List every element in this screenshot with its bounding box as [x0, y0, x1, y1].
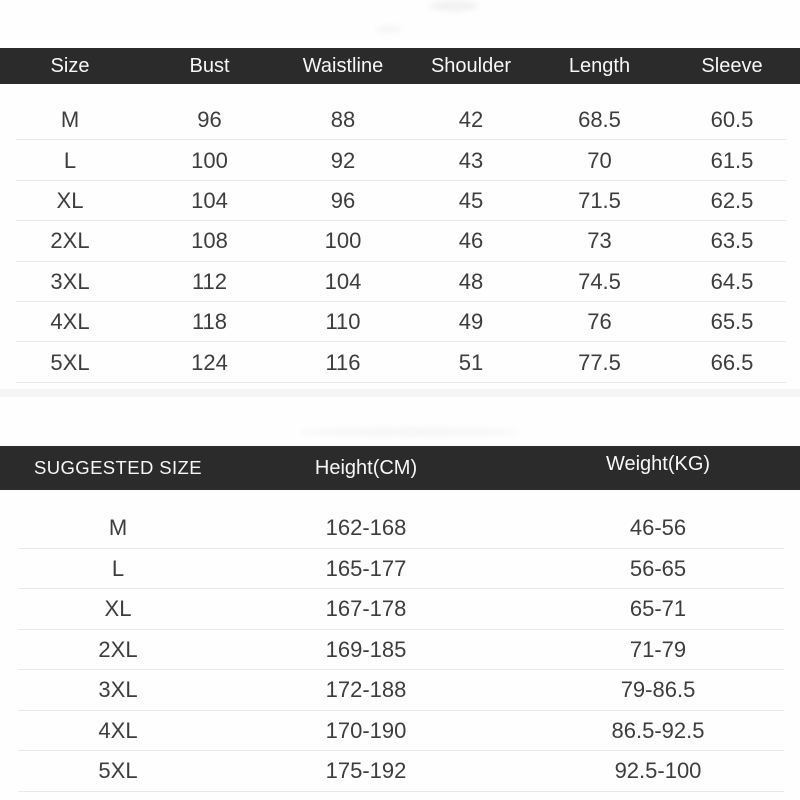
- cell-waistline: 96: [330, 187, 356, 213]
- cell-height: 165-177: [325, 555, 407, 581]
- cell-waistline: 92: [330, 147, 356, 173]
- cell-waistline: 116: [325, 349, 361, 375]
- cell-size: 4XL: [98, 717, 138, 743]
- table-row: 3XL 172-188 79-86.5: [0, 670, 800, 711]
- suggested-table-header: SUGGESTED SIZE Height(CM) Weight(KG): [0, 446, 800, 490]
- header-shoulder: Shoulder: [430, 54, 512, 77]
- cell-bust: 100: [191, 147, 228, 173]
- cell-weight: 56-65: [629, 555, 687, 581]
- table-row: L 165-177 56-65: [0, 549, 800, 590]
- cell-shoulder: 42: [458, 107, 484, 133]
- cell-bust: 96: [197, 107, 222, 133]
- cell-bust: 112: [191, 268, 228, 294]
- cell-height: 170-190: [325, 717, 407, 743]
- cell-height: 169-185: [325, 636, 407, 662]
- cell-weight: 79-86.5: [620, 677, 696, 703]
- cell-size: L: [63, 147, 77, 173]
- suggested-table-body: M 162-168 46-56 L 165-177 56-65 XL 167-1…: [0, 490, 800, 792]
- cell-length: 73: [587, 228, 612, 254]
- table-row: 5XL 175-192 92.5-100: [0, 751, 800, 792]
- header-sleeve: Sleeve: [701, 54, 763, 77]
- table-row: 4XL 118 110 49 76 65.5: [0, 302, 800, 343]
- cell-weight: 86.5-92.5: [611, 717, 705, 743]
- divider-band: [0, 389, 800, 397]
- cell-sleeve: 61.5: [710, 147, 754, 173]
- table-row: 5XL 124 116 51 77.5 66.5: [0, 342, 800, 384]
- cell-sleeve: 64.5: [710, 268, 754, 294]
- cell-waistline: 104: [324, 268, 362, 294]
- faint-artifact: [300, 428, 520, 436]
- cell-weight: 46-56: [629, 515, 687, 541]
- faint-artifact: [430, 1, 478, 11]
- cell-sleeve: 62.5: [710, 187, 754, 213]
- cell-size: XL: [104, 596, 132, 622]
- faint-artifact: [376, 26, 402, 33]
- header-height: Height(CM): [314, 456, 418, 479]
- cell-length: 76: [587, 309, 612, 335]
- measurement-table-body: M 96 88 42 68.5 60.5 L 100 92 43 70 61.5…: [0, 84, 800, 384]
- cell-size: L: [111, 555, 125, 581]
- cell-size: 2XL: [98, 636, 138, 662]
- cell-shoulder: 46: [458, 228, 484, 254]
- header-suggested-size: SUGGESTED SIZE: [33, 457, 203, 478]
- table-row: 4XL 170-190 86.5-92.5: [0, 711, 800, 752]
- cell-length: 68.5: [578, 107, 621, 133]
- cell-bust: 104: [191, 187, 228, 213]
- header-size: Size: [50, 54, 90, 77]
- cell-height: 162-168: [325, 515, 407, 541]
- table-row: 3XL 112 104 48 74.5 64.5: [0, 262, 800, 303]
- cell-sleeve: 65.5: [710, 309, 754, 335]
- header-waistline: Waistline: [302, 54, 384, 77]
- header-length: Length: [568, 54, 631, 77]
- cell-bust: 124: [191, 349, 228, 375]
- cell-size: 5XL: [50, 349, 90, 375]
- header-weight: Weight(KG): [605, 452, 711, 475]
- cell-weight: 71-79: [629, 636, 687, 662]
- cell-size: 2XL: [50, 228, 90, 254]
- table-row: XL 104 96 45 71.5 62.5: [0, 181, 800, 222]
- cell-size: 4XL: [50, 309, 90, 335]
- table-row: 2XL 169-185 71-79: [0, 630, 800, 671]
- table-row: XL 167-178 65-71: [0, 589, 800, 630]
- table-row: L 100 92 43 70 61.5: [0, 140, 800, 182]
- table-row: M 96 88 42 68.5 60.5: [0, 100, 800, 141]
- cell-shoulder: 43: [458, 147, 484, 173]
- cell-length: 77.5: [578, 349, 621, 375]
- cell-size: XL: [56, 187, 84, 213]
- cell-size: 5XL: [98, 758, 138, 784]
- cell-weight: 92.5-100: [614, 758, 702, 784]
- cell-length: 71.5: [578, 187, 621, 213]
- cell-size: M: [108, 515, 128, 541]
- cell-length: 74.5: [578, 268, 621, 294]
- table-row: M 162-168 46-56: [0, 508, 800, 549]
- header-bust: Bust: [189, 54, 230, 77]
- cell-shoulder: 45: [458, 187, 484, 213]
- cell-size: M: [60, 107, 80, 133]
- cell-waistline: 100: [324, 228, 362, 254]
- table-row: 2XL 108 100 46 73 63.5: [0, 221, 800, 262]
- cell-height: 175-192: [325, 758, 407, 784]
- cell-shoulder: 49: [458, 309, 484, 335]
- cell-bust: 108: [191, 228, 228, 254]
- cell-length: 70: [587, 147, 612, 173]
- cell-waistline: 88: [330, 107, 356, 133]
- cell-height: 167-178: [325, 596, 407, 622]
- cell-shoulder: 51: [458, 349, 484, 375]
- cell-sleeve: 66.5: [710, 349, 754, 375]
- cell-waistline: 110: [325, 309, 361, 335]
- cell-weight: 65-71: [629, 596, 687, 622]
- cell-sleeve: 63.5: [710, 228, 754, 254]
- cell-height: 172-188: [325, 677, 407, 703]
- measurement-table-header: Size Bust Waistline Shoulder Length Slee…: [0, 48, 800, 84]
- cell-bust: 118: [191, 309, 228, 335]
- cell-sleeve: 60.5: [710, 107, 754, 133]
- cell-shoulder: 48: [458, 268, 484, 294]
- cell-size: 3XL: [98, 677, 138, 703]
- cell-size: 3XL: [50, 268, 90, 294]
